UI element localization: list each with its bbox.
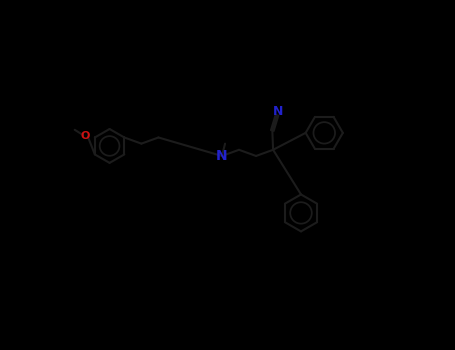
Text: N: N: [216, 149, 228, 163]
Text: N: N: [273, 105, 283, 118]
Text: O: O: [81, 131, 90, 141]
